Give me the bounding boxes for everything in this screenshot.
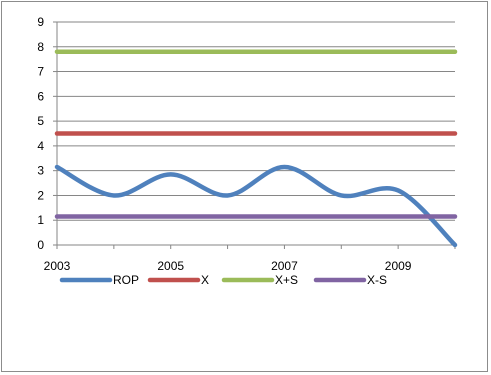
y-tick-label: 8 [37, 40, 44, 54]
y-tick-label: 5 [37, 114, 44, 128]
legend-label: X-S [367, 273, 387, 287]
series-line-rop [54, 164, 458, 248]
y-axis-tick-labels: 0 1 2 3 4 5 6 7 8 9 [37, 15, 44, 252]
y-tick-label: 4 [37, 139, 44, 153]
y-tick-label: 9 [37, 15, 44, 29]
legend-label: X [201, 273, 209, 287]
x-tick-label: 2005 [157, 259, 184, 273]
y-tick-label: 3 [37, 164, 44, 178]
x-axis-tick-labels: 2003 2005 2007 2009 [44, 259, 412, 273]
x-tick-label: 2003 [44, 259, 71, 273]
legend-item: ROP [59, 273, 139, 287]
series-lines [54, 49, 458, 248]
y-tick-label: 1 [37, 213, 44, 227]
y-tick-label: 0 [37, 238, 44, 252]
x-tick-label: 2007 [271, 259, 298, 273]
legend-item: X [147, 273, 209, 287]
y-tick-label: 6 [37, 89, 44, 103]
y-tick-label: 7 [37, 65, 44, 79]
legend-item: X+S [221, 273, 298, 287]
legend: ROP X X+S X-S [59, 273, 387, 287]
y-tick-label: 2 [37, 188, 44, 202]
legend-label: ROP [113, 273, 139, 287]
legend-label: X+S [275, 273, 298, 287]
legend-item: X-S [313, 273, 387, 287]
x-tick-label: 2009 [385, 259, 412, 273]
